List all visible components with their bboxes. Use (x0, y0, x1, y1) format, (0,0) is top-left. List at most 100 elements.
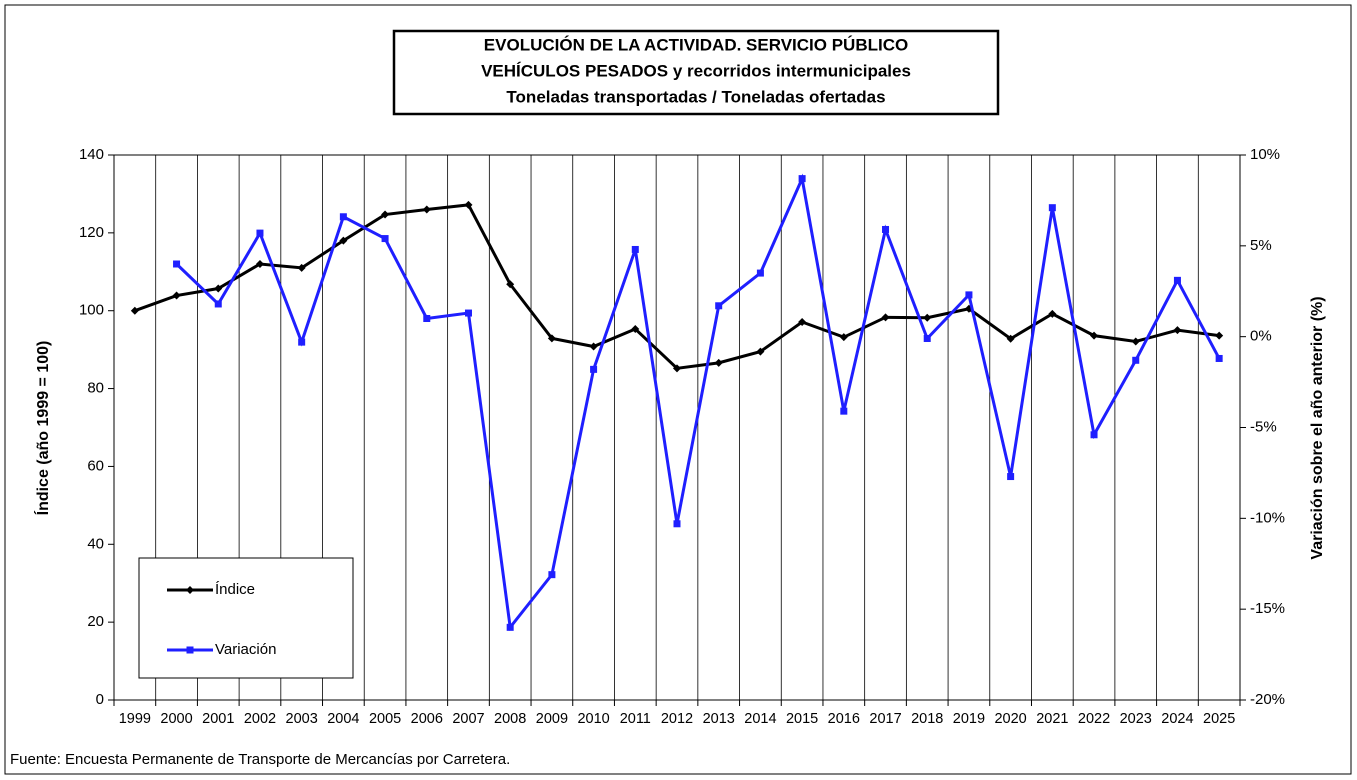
data-point (256, 229, 264, 237)
x-tick-label: 2009 (536, 711, 568, 727)
title-box (392, 29, 1000, 116)
data-point (464, 309, 472, 317)
x-tick-label: 2013 (703, 711, 735, 727)
x-tick-label: 2006 (411, 711, 443, 727)
data-point (1090, 331, 1099, 340)
data-point (506, 280, 515, 289)
y-axis-title: Índice (año 1999 = 100) (33, 341, 52, 516)
y2-tick-label: 0% (1250, 328, 1272, 345)
y2-tick-label: 10% (1250, 146, 1280, 163)
data-point (589, 342, 598, 351)
x-tick-label: 2023 (1120, 711, 1152, 727)
x-tick-label: 2021 (1036, 711, 1068, 727)
y-tick-label: 40 (87, 535, 104, 552)
data-point (548, 571, 556, 579)
y-tick-label: 0 (96, 691, 104, 708)
y2-tick-label: 5% (1250, 237, 1272, 254)
data-point (214, 300, 222, 308)
data-point (172, 291, 181, 300)
data-point (673, 520, 681, 528)
data-point (756, 269, 764, 277)
x-tick-label: 2015 (786, 711, 818, 727)
chart-title: EVOLUCIÓN DE LA ACTIVIDAD. SERVICIO PÚBL… (484, 35, 908, 54)
data-point (756, 347, 765, 356)
data-point (1131, 337, 1140, 346)
data-point (422, 205, 431, 214)
data-point (673, 364, 681, 373)
data-point (214, 284, 223, 293)
y-tick-label: 100 (79, 302, 104, 319)
data-point (631, 245, 639, 253)
data-point (839, 333, 848, 342)
data-point (1173, 276, 1181, 284)
data-point (506, 623, 514, 631)
data-point (339, 236, 348, 245)
data-point (965, 291, 973, 299)
legend-marker (186, 586, 194, 594)
data-point (381, 235, 389, 243)
data-point (798, 175, 806, 183)
x-tick-label: 2010 (577, 711, 609, 727)
data-point (923, 313, 932, 322)
y-tick-label: 60 (87, 457, 104, 474)
x-tick-label: 2005 (369, 711, 401, 727)
legend-label: Variación (215, 641, 276, 658)
y2-axis-title: Variación sobre el año anterior (%) (1309, 296, 1326, 559)
x-tick-label: 2017 (869, 711, 901, 727)
y2-tick-label: -10% (1250, 509, 1285, 526)
x-tick-label: 2014 (744, 711, 776, 727)
data-point (298, 338, 306, 346)
x-tick-label: 2020 (994, 711, 1026, 727)
data-point (423, 315, 431, 322)
source-note: Fuente: Encuesta Permanente de Transport… (10, 751, 510, 768)
x-tick-label: 2011 (620, 711, 651, 727)
x-tick-label: 2002 (244, 711, 276, 727)
data-point (1215, 331, 1224, 340)
y-tick-label: 20 (87, 613, 104, 630)
data-point (798, 318, 807, 327)
data-point (547, 334, 556, 343)
data-point (631, 325, 640, 334)
legend-marker (186, 646, 194, 654)
x-tick-label: 2001 (202, 711, 234, 727)
data-point (1090, 431, 1098, 439)
data-point (1006, 334, 1015, 343)
data-point (1132, 356, 1140, 364)
x-tick-label: 2019 (953, 711, 985, 727)
data-point (590, 365, 598, 373)
data-point (173, 260, 181, 268)
chart-title: VEHÍCULOS PESADOS y recorridos intermuni… (481, 61, 911, 80)
series-line (175, 173, 1221, 632)
legend-label: Índice (215, 581, 255, 598)
data-point (714, 358, 723, 367)
x-tick-label: 2025 (1203, 711, 1235, 727)
data-point (715, 302, 723, 310)
data-point (381, 210, 390, 219)
chart-title: Toneladas transportadas / Toneladas ofer… (506, 87, 885, 106)
y2-tick-label: -15% (1250, 600, 1285, 617)
data-point (1048, 204, 1056, 212)
data-point (255, 260, 264, 268)
x-tick-label: 2016 (828, 711, 860, 727)
legend-box (138, 557, 354, 679)
x-tick-label: 2000 (160, 711, 192, 727)
y-tick-label: 140 (79, 146, 104, 163)
data-point (881, 313, 890, 322)
data-point (923, 334, 931, 342)
y2-tick-label: -5% (1250, 418, 1277, 435)
data-point (882, 225, 890, 233)
x-tick-label: 2008 (494, 711, 526, 727)
data-point (1007, 473, 1015, 481)
data-point (1048, 309, 1057, 318)
data-point (1215, 354, 1223, 362)
y2-tick-label: -20% (1250, 691, 1285, 708)
y-tick-label: 80 (87, 380, 104, 397)
x-tick-label: 2022 (1078, 711, 1110, 727)
x-tick-label: 2003 (286, 711, 318, 727)
x-tick-label: 2024 (1161, 711, 1193, 727)
data-point (840, 407, 848, 415)
data-point (1173, 326, 1182, 335)
x-tick-label: 2007 (452, 711, 484, 727)
data-point (464, 200, 473, 209)
